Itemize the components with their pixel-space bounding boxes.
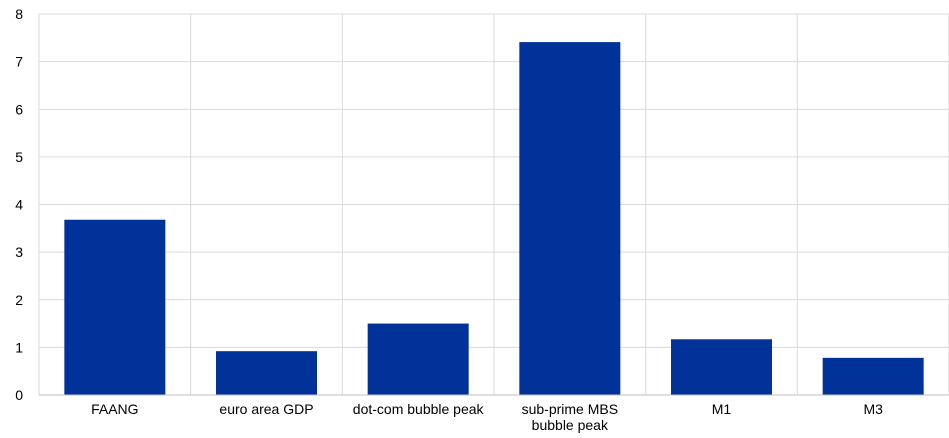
y-axis-tick-labels: 0 1 2 3 4 5 6 7 8 (15, 6, 23, 403)
bar (216, 351, 317, 395)
x-tick-label: M1 (712, 401, 732, 417)
x-tick-label: FAANG (91, 401, 138, 417)
y-tick-label: 7 (15, 54, 23, 70)
x-axis-tick-labels: FAANG euro area GDP dot-com bubble peak sub… (91, 401, 883, 433)
y-tick-label: 3 (15, 244, 23, 260)
bar (519, 42, 621, 395)
y-tick-label: 6 (15, 101, 23, 117)
y-tick-label: 8 (15, 6, 23, 22)
y-tick-label: 2 (15, 292, 23, 308)
x-tick-label: M3 (863, 401, 883, 417)
y-tick-label: 4 (15, 197, 23, 213)
bars (64, 42, 924, 395)
bar (64, 219, 166, 395)
x-tick-label: dot-com bubble peak (353, 401, 485, 417)
y-tick-label: 0 (15, 387, 23, 403)
x-tick-label: euro area GDP (219, 401, 313, 417)
bar (822, 357, 924, 395)
bar (671, 339, 772, 395)
gridlines (38, 13, 949, 395)
x-tick-label: sub-prime MBS bubble peak (522, 401, 618, 433)
bar (367, 323, 469, 395)
y-tick-label: 5 (15, 149, 23, 165)
y-tick-label: 1 (15, 339, 23, 355)
